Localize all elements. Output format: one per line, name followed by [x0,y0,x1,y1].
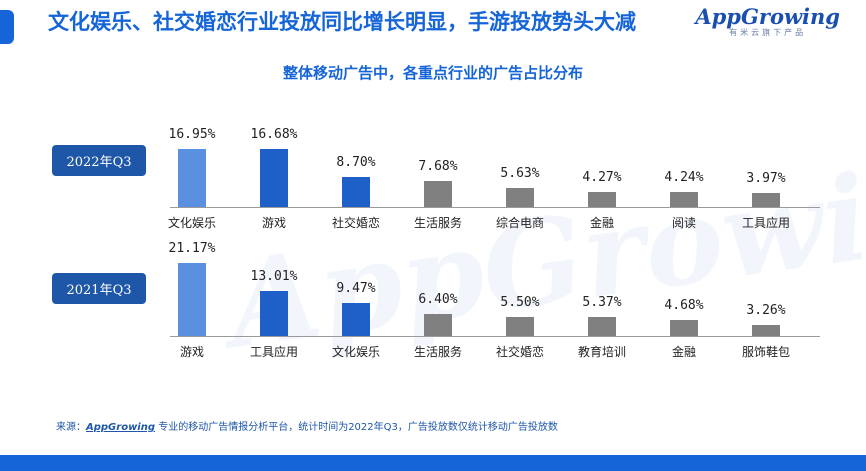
bar-2022q3 [506,187,534,207]
bar-2022q3 [752,193,780,207]
data-label: 6.40% [418,291,458,307]
data-label: 16.95% [168,126,216,142]
category-label: 社交婚恋 [331,216,380,230]
bar-2022q3 [424,180,452,207]
footer-brand-link[interactable]: AppGrowing [86,422,156,433]
bar-2022q3 [588,192,616,207]
category-label: 工具应用 [741,216,790,230]
category-label: 工具应用 [249,345,298,359]
bar-2021q3 [506,317,534,336]
category-label: 阅读 [671,216,696,230]
brand-logo: AppGrowing 有米云旗下产品 [695,4,840,38]
data-label: 3.26% [746,302,786,318]
baseline-2022q3 [170,207,820,208]
logo-text: AppGrowing [695,4,840,29]
chart-title: 整体移动广告中，各重点行业的广告占比分布 [282,64,583,82]
category-label: 金融 [671,345,696,359]
data-label: 4.24% [664,170,704,186]
bar-2021q3 [178,262,206,336]
bar-2021q3 [588,317,616,336]
period-badge-2021q3: 2021年Q3 [52,273,146,304]
category-label: 服饰鞋包 [741,345,790,359]
bar-2021q3 [670,319,698,336]
bottom-accent-bar [0,455,866,471]
category-label: 金融 [589,216,614,230]
category-label: 教育培训 [577,345,626,359]
bar-2022q3 [670,192,698,207]
data-label: 8.70% [336,154,376,170]
logo-subtitle: 有米云旗下产品 [729,28,807,37]
category-label: 游戏 [179,345,204,359]
bar-2021q3 [424,313,452,336]
footer-text: 专业的移动广告情报分析平台，统计时间为2022年Q3，广告投放数仅统计移动广告投… [155,422,558,433]
data-label: 9.47% [336,281,376,297]
data-label: 16.68% [250,127,298,143]
data-label: 5.37% [582,295,622,311]
page-title: 文化娱乐、社交婚恋行业投放同比增长明显，手游投放势头大减 [48,10,636,34]
data-label: 4.27% [582,170,622,186]
footer-source: 来源：AppGrowing 专业的移动广告情报分析平台，统计时间为2022年Q3… [56,418,558,433]
bar-2022q3 [260,149,288,207]
baseline-2021q3 [170,336,820,337]
period-badge-2022q3: 2022年Q3 [52,145,146,176]
footer-prefix: 来源： [56,422,86,433]
category-label: 游戏 [261,216,286,230]
data-label: 3.97% [746,171,786,187]
category-label: 社交婚恋 [495,345,544,359]
category-label: 文化娱乐 [167,216,216,230]
bar-2021q3 [260,291,288,336]
data-label: 7.68% [418,158,458,174]
data-label: 5.50% [500,295,540,311]
bar-2022q3 [342,176,370,207]
data-label: 5.63% [500,165,540,181]
title-accent-bar [0,10,14,44]
bar-2021q3 [752,324,780,336]
bar-2021q3 [342,303,370,336]
category-label: 综合电商 [495,216,544,230]
data-label: 4.68% [664,297,704,313]
category-label: 生活服务 [413,216,462,230]
data-label: 21.17% [168,240,216,256]
category-label: 生活服务 [413,345,462,359]
data-label: 13.01% [250,269,298,285]
category-label: 文化娱乐 [331,345,380,359]
bar-2022q3 [178,148,206,207]
